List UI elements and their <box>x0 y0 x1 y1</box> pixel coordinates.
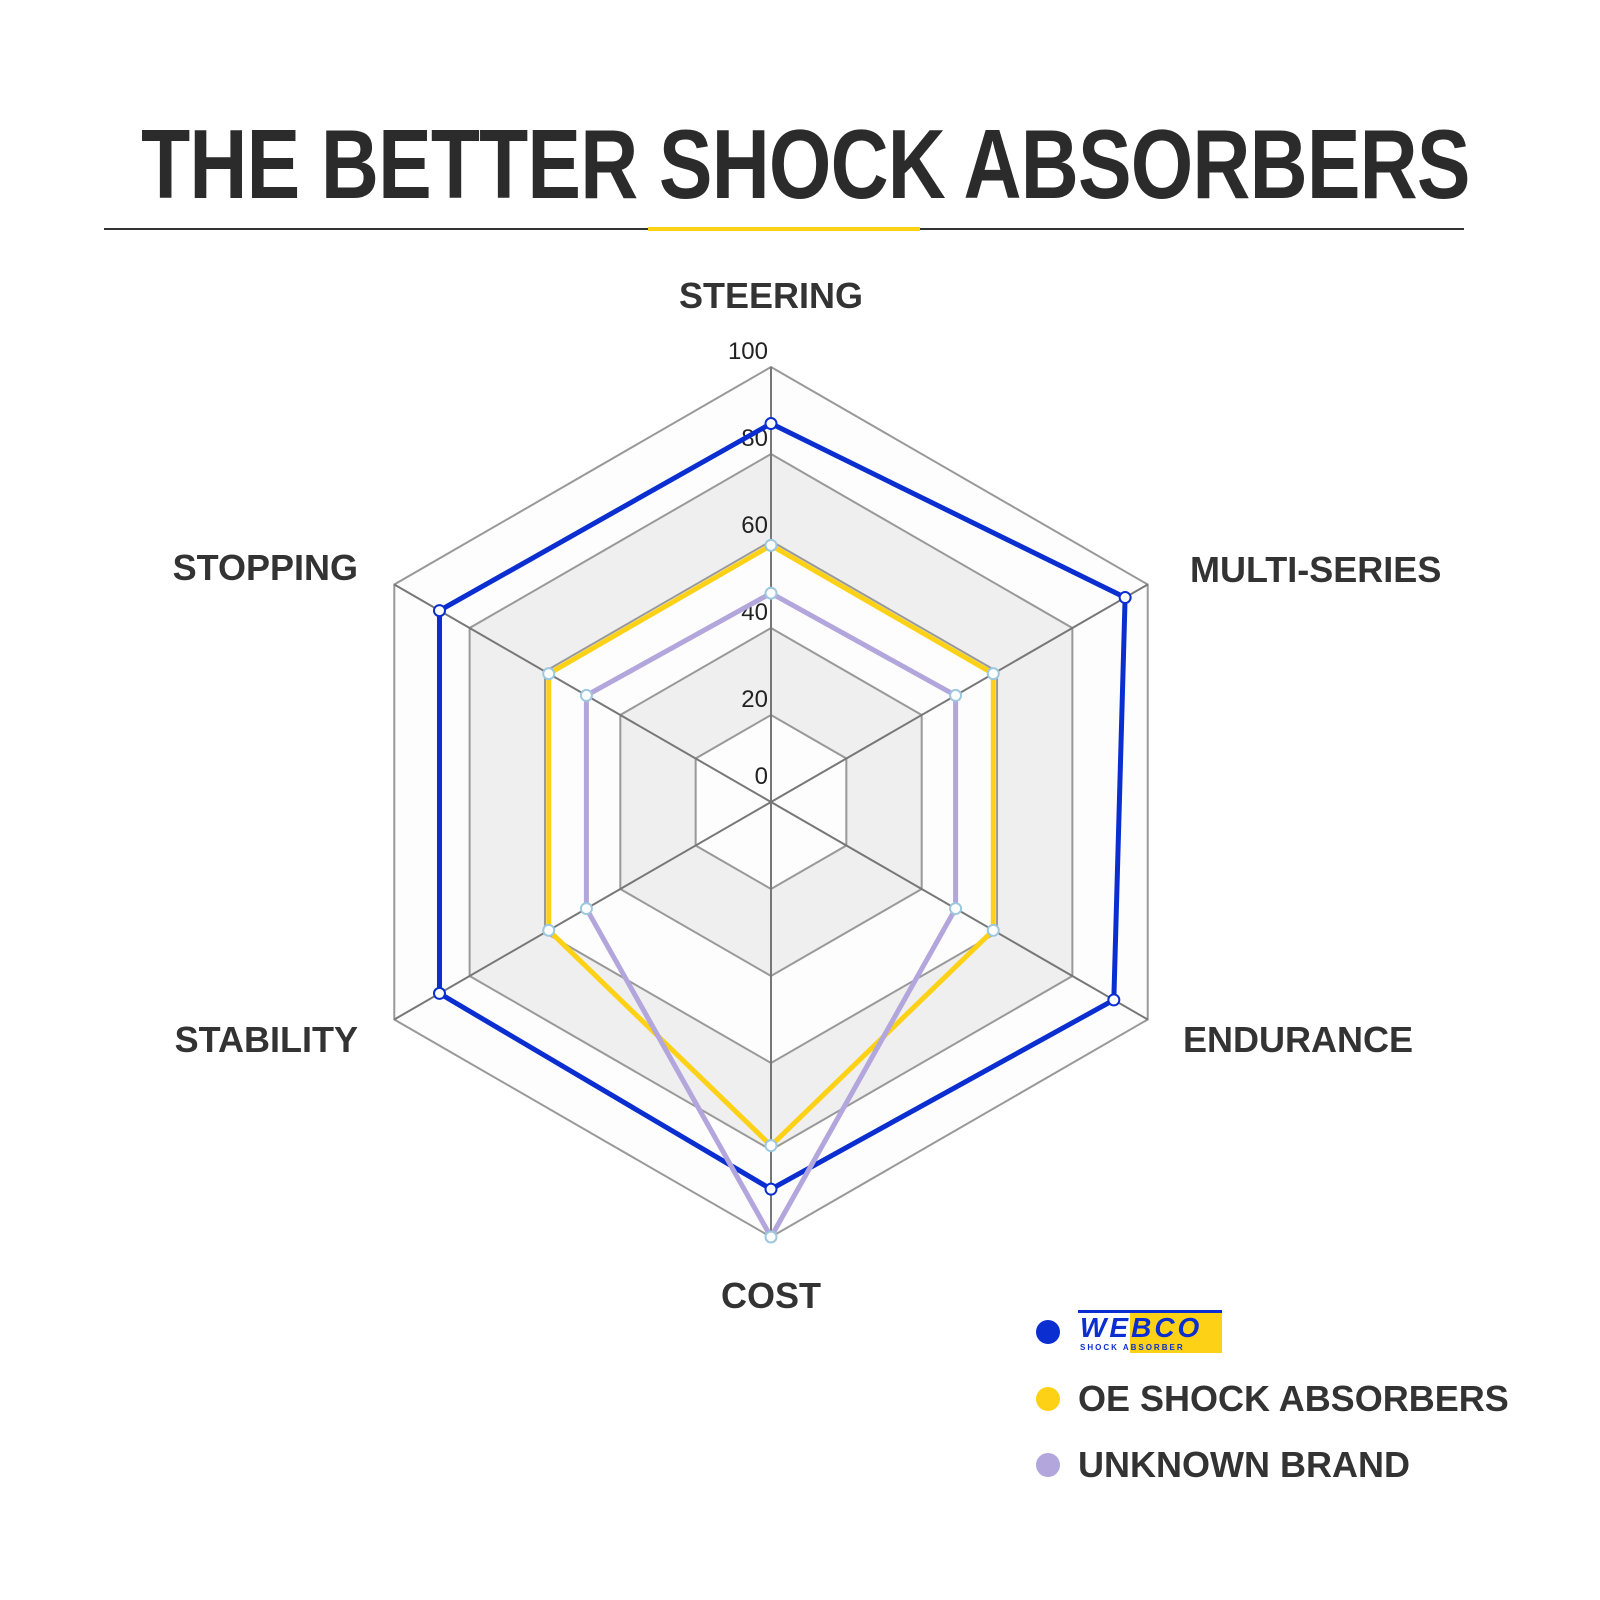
data-point <box>986 667 1000 681</box>
legend-label-unknown: UNKNOWN BRAND <box>1078 1444 1410 1485</box>
axis-label: STEERING <box>679 275 863 316</box>
webco-logo: WEBCO SHOCK ABSORBER <box>1078 1310 1222 1353</box>
data-point <box>764 1139 778 1153</box>
data-point <box>432 986 446 1000</box>
axis-label: COST <box>721 1275 821 1316</box>
axis-label: MULTI-SERIES <box>1190 549 1441 590</box>
data-point <box>764 538 778 552</box>
axis-label: STOPPING <box>173 547 358 588</box>
data-point <box>432 604 446 618</box>
data-point <box>579 902 593 916</box>
data-point <box>764 417 778 431</box>
data-point <box>986 923 1000 937</box>
legend-item-unknown: UNKNOWN BRAND <box>1036 1444 1410 1486</box>
tick-label: 100 <box>728 338 768 365</box>
data-point <box>764 1230 778 1244</box>
axis-label: STABILITY <box>175 1019 358 1060</box>
tick-label: 20 <box>741 686 768 713</box>
data-point <box>579 688 593 702</box>
webco-logo-text: WEBCO <box>1080 1312 1203 1343</box>
data-point <box>949 688 963 702</box>
data-point <box>764 586 778 600</box>
webco-logo-subtext: SHOCK ABSORBER <box>1080 1343 1185 1352</box>
data-point <box>1107 993 1121 1007</box>
tick-label: 0 <box>755 763 768 790</box>
axis-label: ENDURANCE <box>1183 1019 1413 1060</box>
data-point <box>1118 591 1132 605</box>
data-point <box>542 667 556 681</box>
legend-item-oe: OE SHOCK ABSORBERS <box>1036 1378 1509 1420</box>
tick-label: 60 <box>741 512 768 539</box>
legend-item-webco: WEBCO SHOCK ABSORBER <box>1036 1310 1222 1353</box>
title-divider-accent <box>648 227 920 231</box>
data-point <box>542 923 556 937</box>
legend-dot-oe <box>1036 1387 1060 1411</box>
legend-dot-unknown <box>1036 1453 1060 1477</box>
legend-label-oe: OE SHOCK ABSORBERS <box>1078 1378 1509 1419</box>
page-title: THE BETTER SHOCK ABSORBERS <box>141 109 1470 219</box>
legend-dot-webco <box>1036 1319 1060 1344</box>
data-point <box>949 902 963 916</box>
data-point <box>764 1182 778 1196</box>
